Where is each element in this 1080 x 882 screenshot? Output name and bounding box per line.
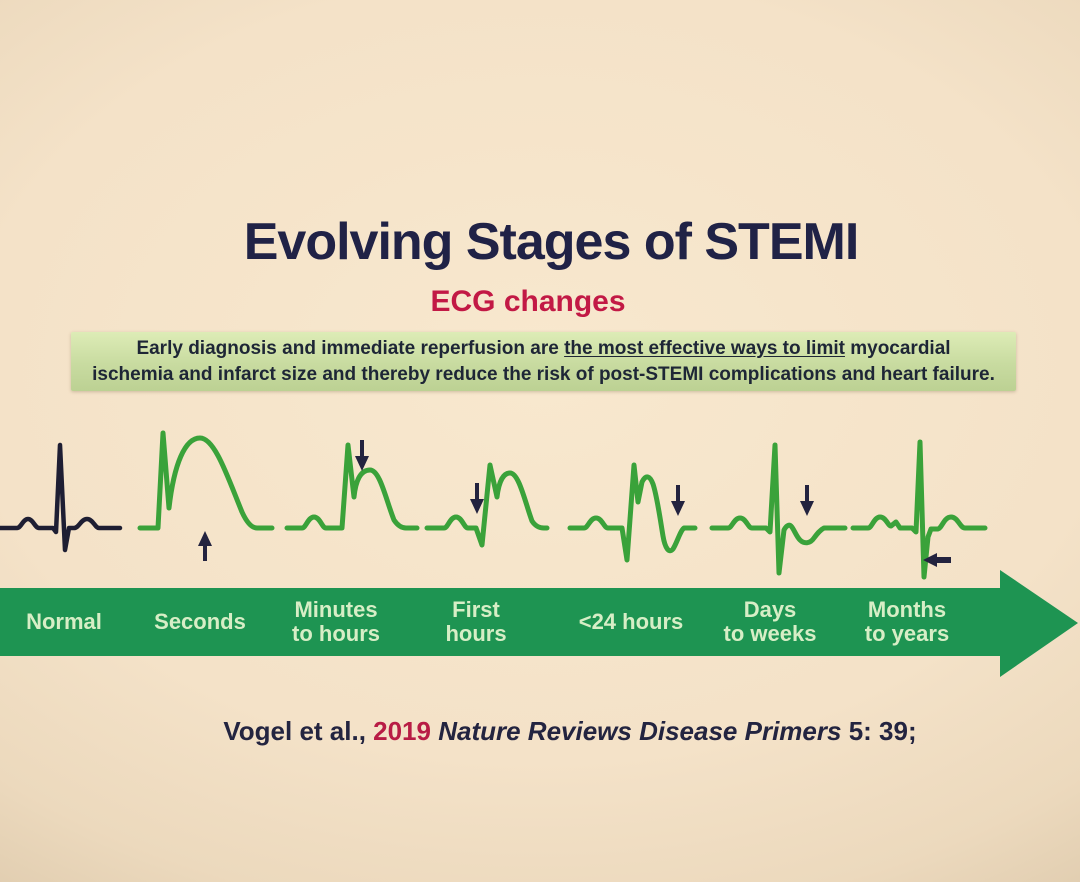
down-arrow-icon: [671, 485, 685, 516]
text-segment: ischemia and infarct size and thereby re…: [92, 363, 995, 385]
down-arrow-icon: [800, 485, 814, 516]
text-segment: Vogel et al.,: [223, 716, 374, 746]
text-segment: the most effective ways to limit: [564, 338, 845, 360]
text-segment: : 39;: [863, 716, 917, 746]
down-arrow-icon: [470, 483, 484, 514]
timeline-arrow-shape: [0, 570, 1078, 677]
key-message-text: Early diagnosis and immediate reperfusio…: [79, 336, 1009, 387]
down-arrow-icon: [355, 440, 369, 471]
key-message-line-1: Early diagnosis and immediate reperfusio…: [79, 336, 1009, 361]
text-segment: [841, 716, 848, 746]
subtitle: ECG changes: [430, 285, 626, 318]
text-segment: 5: [848, 716, 864, 746]
page-title: Evolving Stages of STEMI: [243, 213, 860, 271]
text-segment: Nature Reviews Disease Primers: [438, 716, 842, 746]
text-segment: Early diagnosis and immediate reperfusio…: [136, 338, 525, 360]
key-message-line-2: ischemia and infarct size and thereby re…: [79, 362, 1009, 387]
up-arrow-icon: [198, 531, 212, 561]
timeline-arrow: [0, 570, 1078, 677]
text-segment: myocardial: [844, 338, 951, 360]
text-segment: 2019: [373, 716, 431, 746]
citation: Vogel et al., 2019 Nature Reviews Diseas…: [60, 716, 1080, 747]
text-segment: are: [525, 338, 565, 360]
key-message-banner: Early diagnosis and immediate reperfusio…: [71, 332, 1016, 391]
